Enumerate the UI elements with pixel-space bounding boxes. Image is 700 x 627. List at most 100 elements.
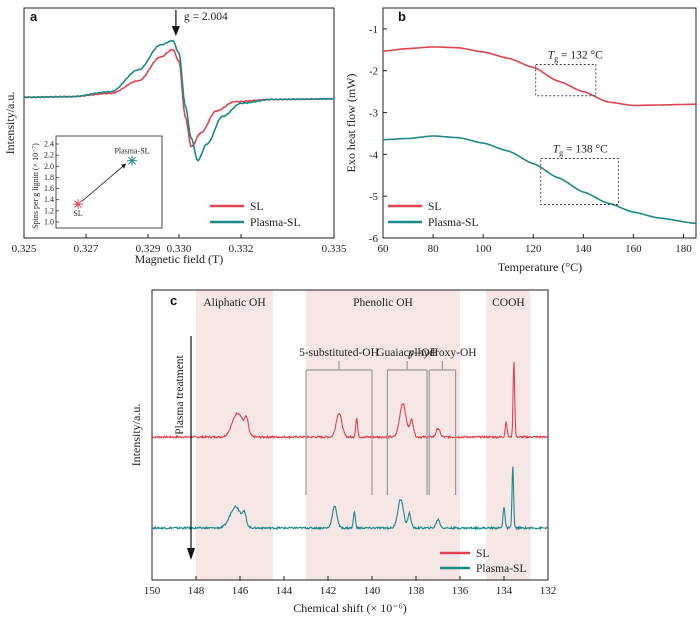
subregion-label: 5-substituted-OH	[299, 347, 379, 359]
c-x-tick-label: 146	[232, 585, 249, 597]
c-x-tick-label: 134	[496, 585, 513, 597]
b-x-tick-label: 80	[428, 243, 440, 255]
panel-b-label: b	[398, 9, 406, 24]
region-label: Aliphatic OH	[203, 297, 265, 309]
panel-a-series	[23, 39, 335, 162]
b-y-tick-label: -3	[369, 108, 379, 120]
b-y-tick-label: -2	[369, 66, 378, 78]
tg-box-plasma	[540, 158, 619, 205]
subregion-label: p-hydroxy-OH	[407, 347, 476, 359]
panel-a-inset: 1.0 1.2 1.4 1.6 1.8 2.0 2.2 2.4 Spins per g lig…	[31, 135, 163, 229]
tg-box-sl	[535, 64, 597, 97]
region-band	[196, 290, 273, 580]
c-x-tick-label: 136	[452, 585, 469, 597]
b-x-tick-label: 140	[575, 243, 592, 255]
panel-c: Aliphatic OH Phenolic OH COOH c 150 148 146 1…	[129, 289, 557, 615]
b-series-plasma	[383, 135, 697, 225]
inset-arrow-line	[81, 163, 127, 202]
plasma-arrow-label: Plasma treatment	[174, 354, 186, 434]
panel-b-x-label: Temperature (°C)	[498, 260, 582, 274]
tg-sl-sub: g	[554, 54, 558, 63]
plasma-arrow-head	[187, 548, 195, 560]
c-x-tick-label: 150	[144, 585, 161, 597]
c-x-tick-label: 144	[276, 585, 293, 597]
c-x-tick-label: 132	[540, 585, 557, 597]
a-x-tick-label: 0.332	[229, 243, 254, 255]
g-arrow-head	[171, 26, 180, 36]
region-label: Phenolic OH	[353, 297, 413, 309]
panel-c-series	[151, 361, 549, 531]
b-x-tick-label: 120	[525, 243, 542, 255]
subregion-label-italic: p	[407, 347, 414, 359]
inset-tick-label: 2.2	[44, 151, 54, 160]
inset-y-ticks: 1.0 1.2 1.4 1.6 1.8 2.0 2.2 2.4	[44, 140, 59, 227]
inset-tick-label: 2.4	[44, 140, 54, 149]
c-x-tick-label: 142	[320, 585, 337, 597]
tg-sl-symbol: T	[548, 49, 556, 61]
inset-arrow-head	[121, 163, 126, 169]
tg-plasma-value: = 138 °C	[563, 144, 608, 156]
b-y-tick-label: -1	[369, 24, 378, 36]
inset-star-sl	[74, 200, 82, 209]
legend-b-plasma: Plasma-SL	[428, 217, 478, 229]
legend-c-plasma: Plasma-SL	[476, 563, 526, 575]
legend-a-plasma: Plasma-SL	[250, 217, 300, 229]
a-x-tick-label: 0.329	[136, 243, 161, 255]
inset-tick-label: 1.2	[44, 206, 54, 215]
region-label: COOH	[492, 297, 525, 309]
b-x-tick-label: 180	[675, 243, 692, 255]
panel-a-label: a	[30, 9, 38, 24]
panel-a-x-label: Magnetic field (T)	[135, 252, 224, 266]
tg-plasma-symbol: T	[553, 144, 561, 156]
c-series-sl	[151, 361, 549, 440]
panel-c-region-bands: Aliphatic OH Phenolic OH COOH	[196, 290, 531, 580]
panel-b-ticks: 60 80 100 120 140 160 180 -1 -2 -3 -4 -5 -6	[369, 24, 692, 255]
panel-c-y-label: Intensity/a.u.	[129, 404, 143, 467]
a-series-sl	[23, 48, 335, 148]
panel-b: b 60 80 100 120 140 160 180 -1 -2 -3 -4 -5 -6 Tg = 1…	[344, 7, 697, 274]
inset-tick-label: 1.8	[44, 173, 54, 182]
subregion-label: Guaiacyl-OH	[376, 347, 438, 359]
g-value-label: g = 2.004	[184, 11, 228, 23]
a-x-tick-label: 0.325	[12, 243, 37, 255]
panel-a-x-ticks: 0.325 0.327 0.329 0.330 0.332 0.335	[12, 234, 347, 255]
tg-plasma-sub: g	[559, 149, 563, 158]
panel-c-frame	[151, 289, 549, 581]
panel-b-legend: SL Plasma-SL	[388, 201, 478, 229]
c-series-plasma	[151, 466, 548, 531]
panel-c-label: c	[170, 293, 177, 308]
a-x-tick-label: 0.330	[167, 243, 192, 255]
a-x-tick-label: 0.335	[322, 243, 347, 255]
c-x-tick-label: 138	[408, 585, 425, 597]
inset-y-label: Spins per g lignin (× 10⁻⁷)	[31, 143, 40, 229]
inset-label-plasma: Plasma-SL	[114, 147, 149, 156]
b-x-tick-label: 100	[475, 243, 492, 255]
b-series-sl	[382, 46, 696, 107]
panel-a-legend: SL Plasma-SL	[210, 201, 300, 229]
tg-label-plasma: Tg = 138 °C	[553, 144, 608, 158]
panel-c-legend: SL Plasma-SL	[440, 548, 526, 575]
tg-label-sl: Tg = 132 °C	[548, 49, 603, 63]
legend-b-sl: SL	[428, 201, 441, 213]
b-x-tick-label: 60	[378, 243, 390, 255]
c-x-tick-label: 140	[364, 585, 381, 597]
region-band	[306, 290, 460, 580]
inset-points: SL Plasma-SL	[73, 147, 150, 218]
inset-tick-label: 1.6	[44, 184, 54, 193]
a-series-plasma	[23, 39, 335, 162]
inset-star-plasma	[128, 156, 136, 165]
panel-b-y-label: Exo heat flow (mW)	[344, 74, 358, 173]
panel-b-frame	[382, 7, 697, 239]
b-y-tick-label: -6	[369, 233, 379, 245]
panel-c-x-ticks: 150 148 146 144 142 140 138 136 134 132	[144, 576, 557, 597]
inset-tick-label: 2.0	[44, 162, 54, 171]
panel-b-series	[382, 46, 697, 225]
b-y-tick-label: -4	[369, 149, 379, 161]
inset-tick-label: 1.4	[44, 195, 54, 204]
panel-a-g-annotation: g = 2.004	[171, 10, 228, 36]
inset-tick-label: 1.0	[44, 218, 54, 227]
legend-c-sl: SL	[476, 548, 489, 560]
legend-a-sl: SL	[250, 201, 263, 213]
